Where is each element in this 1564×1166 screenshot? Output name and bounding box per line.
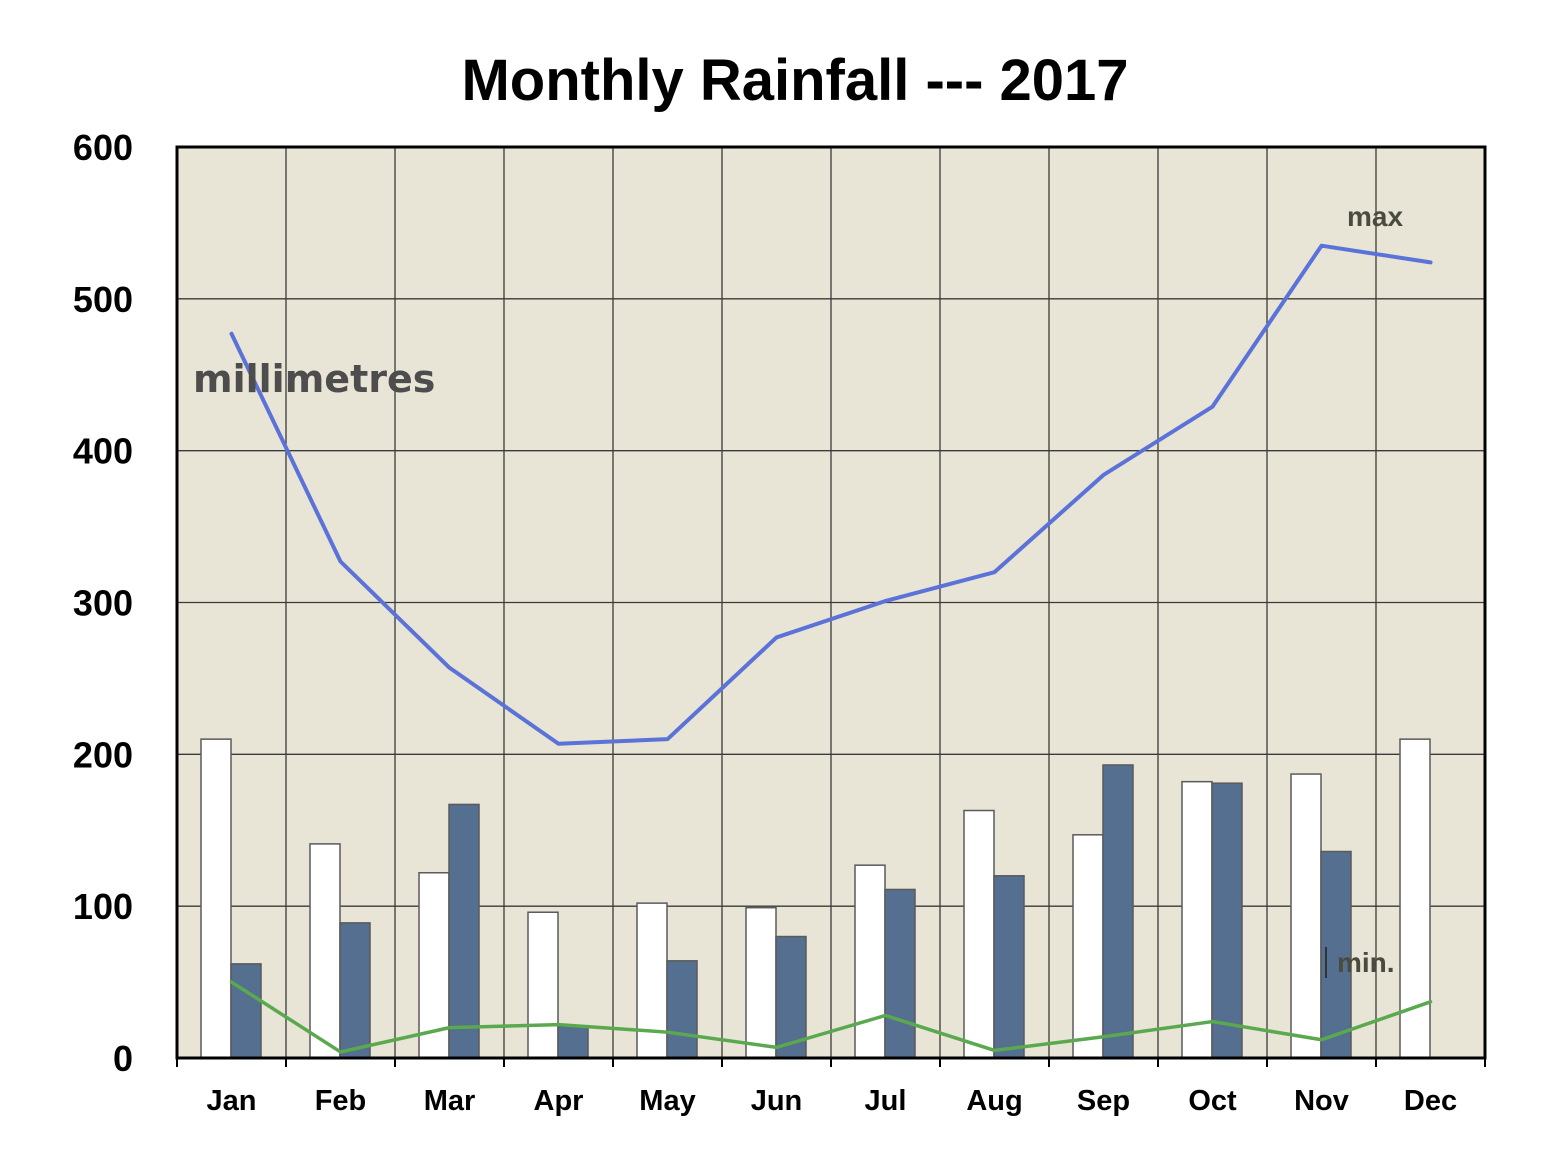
y-tick-label: 400 <box>73 431 133 472</box>
x-axis-tick-marks <box>176 1058 1486 1067</box>
bar-series-1-nov <box>1290 773 1322 1059</box>
min-series-label: min. <box>1337 947 1395 978</box>
y-tick-label: 0 <box>113 1038 133 1079</box>
bar-series-2-jun <box>775 935 807 1059</box>
series-lines <box>229 243 1433 1054</box>
x-tick-label-mar: Mar <box>424 1085 476 1117</box>
y-tick-label: 100 <box>73 886 133 927</box>
bar-series-1-feb <box>309 843 341 1059</box>
line-series-max <box>229 243 1433 746</box>
bar-series-2-mar <box>448 803 480 1059</box>
x-tick-label-oct: Oct <box>1188 1085 1237 1117</box>
chart-title: Monthly Rainfall --- 2017 <box>461 48 1128 113</box>
bar-series-2-feb <box>339 922 371 1059</box>
bar-series-2-aug <box>993 875 1025 1059</box>
bar-series-2-oct <box>1211 782 1243 1059</box>
bar-series-1-jul <box>854 864 886 1059</box>
x-tick-label-feb: Feb <box>315 1085 367 1117</box>
bar-series-1-aug <box>963 809 995 1059</box>
bar-series-1-may <box>636 902 668 1059</box>
y-axis-tick-labels: 0 100 200 300 400 500 600 <box>73 127 133 1079</box>
grid-lines <box>177 146 1485 1059</box>
x-tick-label-sep: Sep <box>1077 1085 1130 1117</box>
x-tick-label-may: May <box>639 1085 695 1117</box>
bar-series-2-may <box>666 960 698 1059</box>
max-series-label: max <box>1347 201 1403 232</box>
x-tick-label-aug: Aug <box>966 1085 1022 1117</box>
bar-series-1-sep <box>1072 834 1104 1059</box>
bar-series-2-apr <box>557 1025 589 1059</box>
bar-series-2-jan <box>230 963 262 1059</box>
y-tick-label: 500 <box>73 279 133 320</box>
x-tick-label-jul: Jul <box>865 1085 907 1117</box>
unit-label: millimetres <box>193 357 435 401</box>
bar-series-2-jul <box>884 888 916 1059</box>
line-series-min <box>229 980 1433 1054</box>
bar-series-1-jun <box>745 906 777 1059</box>
bar-series-1-jan <box>200 738 232 1059</box>
bars <box>200 738 1431 1059</box>
x-tick-label-jan: Jan <box>207 1085 257 1117</box>
y-tick-label: 600 <box>73 127 133 168</box>
x-axis-tick-labels: Jan Feb Mar Apr May Jun Jul Aug Sep Oct Nov Dec <box>207 1085 1458 1117</box>
bar-series-2-sep <box>1102 764 1134 1059</box>
x-tick-label-nov: Nov <box>1294 1085 1349 1117</box>
y-tick-label: 300 <box>73 583 133 624</box>
y-tick-label: 200 <box>73 734 133 775</box>
x-tick-label-dec: Dec <box>1404 1085 1457 1117</box>
bar-series-1-oct <box>1181 780 1213 1059</box>
x-tick-label-jun: Jun <box>751 1085 803 1117</box>
x-tick-label-apr: Apr <box>534 1085 584 1117</box>
bar-series-1-apr <box>527 911 559 1059</box>
